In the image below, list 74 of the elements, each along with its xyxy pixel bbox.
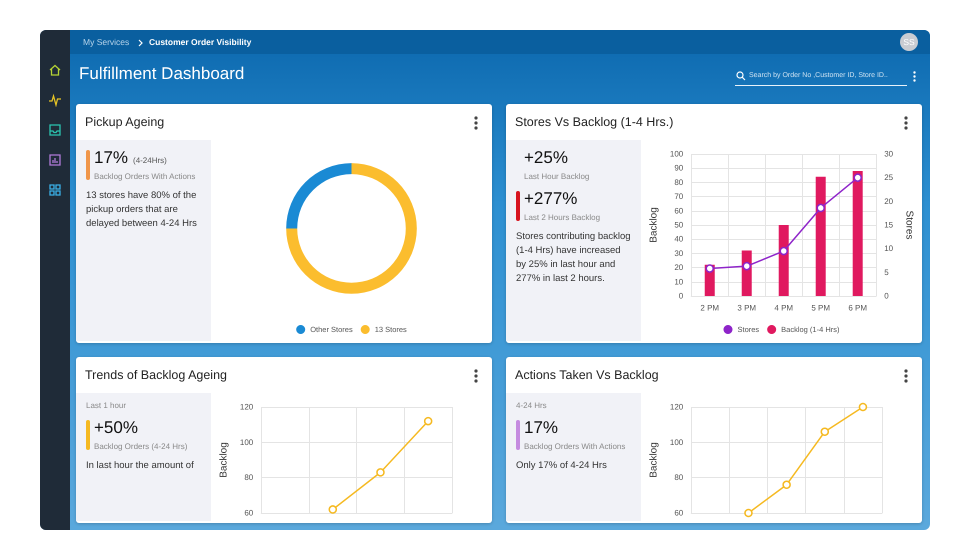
- point: [853, 173, 862, 182]
- y-tick-label: 70: [674, 192, 684, 202]
- x-tick-label: 3 PM: [737, 304, 756, 312]
- point: [742, 262, 751, 270]
- x-tick-label: 5 PM: [811, 304, 830, 312]
- y-tick-label: 80: [674, 178, 684, 187]
- y2-tick-label: 5: [884, 268, 890, 277]
- text: 4-24 Hrs: [515, 401, 548, 410]
- y-tick-label: 120: [240, 402, 254, 412]
- y-tick-label: 60: [674, 206, 684, 216]
- y-axis-title: Backlog: [218, 442, 230, 478]
- point: [424, 416, 432, 426]
- text: 17%: [524, 418, 558, 437]
- text: +50%: [94, 418, 138, 437]
- text: (4-24Hrs): [133, 156, 167, 165]
- y-tick-label: 30: [674, 248, 684, 258]
- text: Last 2 Hours Backlog: [524, 213, 602, 222]
- text: 17%: [94, 148, 128, 167]
- text: My Services: [83, 37, 130, 47]
- y-tick-label: 0: [678, 292, 684, 300]
- point: [779, 246, 788, 256]
- x-tick-label: 4 PM: [774, 304, 794, 312]
- y-tick-label: 120: [670, 402, 684, 412]
- y-tick-label: 10: [674, 277, 684, 286]
- text: Only 17% of 4-24 Hrs: [515, 459, 608, 473]
- bar: [852, 171, 863, 296]
- y2-tick-label: 25: [884, 173, 894, 182]
- y-tick-label: 60: [244, 508, 254, 518]
- text: +25%: [524, 148, 568, 167]
- text: +277%: [524, 189, 578, 208]
- y-axis-title: Backlog: [648, 207, 660, 243]
- point: [328, 505, 338, 514]
- y2-tick-label: 20: [884, 196, 894, 206]
- text: Fulfillment Dashboard: [79, 64, 244, 84]
- text: 13 stores have 80% of the pickup orders that are delayed between 4-24 Hrs: [85, 189, 198, 231]
- text: Trends of Backlog Ageing: [85, 368, 227, 382]
- bar: [816, 176, 826, 296]
- y-axis-title: Backlog: [648, 442, 660, 478]
- y2-tick-label: 10: [884, 244, 894, 254]
- text: Pickup Ageing: [85, 115, 164, 129]
- text: In last hour the amount of: [85, 459, 195, 473]
- y2-axis-title: Stores: [904, 210, 914, 240]
- text: Backlog Orders (4-24 Hrs): [94, 442, 188, 451]
- y-tick-label: 100: [670, 438, 684, 447]
- point: [376, 468, 385, 477]
- text: Last Hour Backlog: [524, 172, 590, 181]
- y-tick-label: 80: [674, 473, 684, 482]
- y-tick-label: 40: [674, 234, 684, 244]
- y-tick-label: 60: [674, 508, 684, 518]
- point: [816, 204, 825, 212]
- text: Backlog Orders With Actions: [94, 172, 196, 181]
- text: Backlog Orders With Actions: [524, 442, 626, 451]
- x-tick-label: 2 PM: [700, 304, 720, 312]
- point: [782, 480, 791, 489]
- y-tick-label: 100: [670, 150, 684, 158]
- text: Last 1 hour: [85, 401, 128, 410]
- point: [706, 264, 714, 273]
- y2-tick-label: 0: [884, 292, 890, 300]
- point: [820, 427, 830, 436]
- x-tick-label: 6 PM: [848, 304, 868, 312]
- text: Customer Order Visibility: [149, 37, 252, 47]
- y-tick-label: 80: [244, 473, 254, 482]
- y-tick-label: 100: [240, 438, 254, 447]
- text: Stores contributing backlog (1-4 Hrs) have increased by 25% in last hour and 277% in last 2 hours.: [515, 230, 632, 286]
- point: [858, 402, 868, 412]
- text: Stores Vs Backlog (1-4 Hrs.): [515, 115, 674, 129]
- y-tick-label: 20: [674, 263, 684, 272]
- bar: [778, 225, 789, 296]
- y2-tick-label: 30: [884, 150, 894, 158]
- text: Actions Taken Vs Backlog: [515, 368, 659, 382]
- y-tick-label: 90: [674, 164, 684, 173]
- y-tick-label: 50: [674, 220, 684, 230]
- y2-tick-label: 15: [884, 220, 894, 230]
- point: [744, 508, 753, 518]
